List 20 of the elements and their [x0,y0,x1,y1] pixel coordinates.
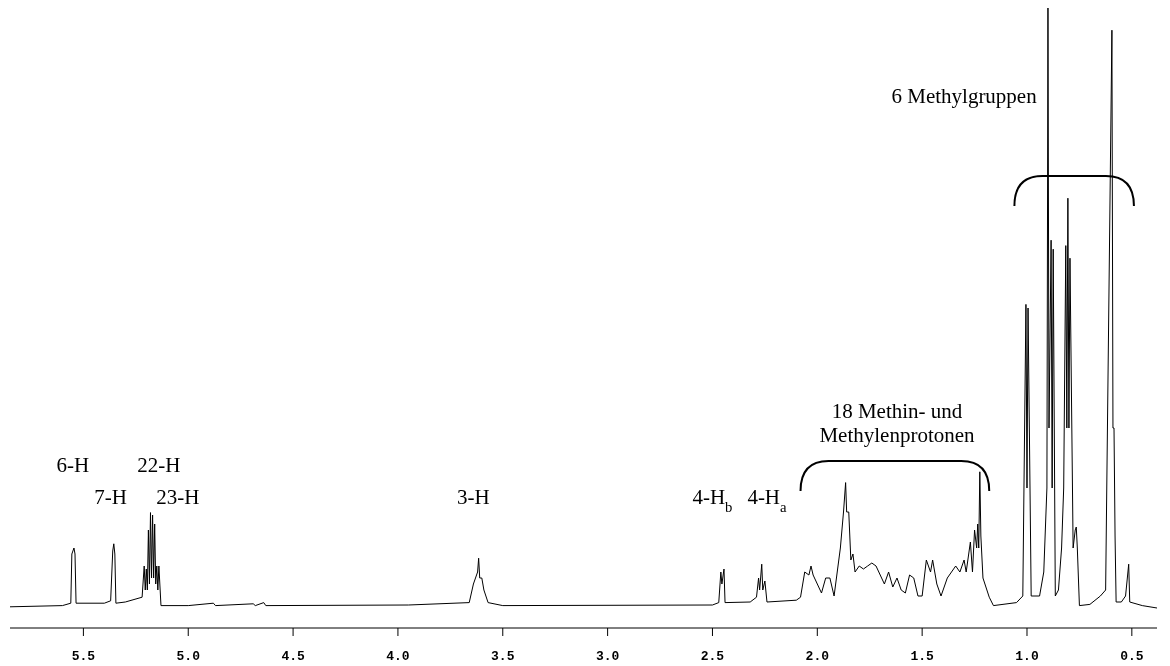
x-tick-label: 1.5 [910,649,935,664]
annotation: 4-H$_{b}$ [692,484,733,515]
annotation: 23-H [156,484,200,509]
x-tick-label: 5.0 [176,649,201,664]
x-tick-label: 2.5 [700,649,725,664]
x-tick-label: 4.5 [281,649,305,664]
annotation: 4-H$_{a}$ [747,484,788,515]
annotation: 22-H [137,452,181,477]
x-tick-label: 3.5 [491,649,515,664]
x-tick-label: 0.5 [1120,649,1144,664]
x-tick-label: 3.0 [595,649,620,664]
x-tick-label: 2.0 [805,649,830,664]
x-tick-label: 4.0 [386,649,410,664]
annotation: 18 Methin- und Methylenprotonen [819,398,976,447]
x-tick-label: 1.0 [1015,649,1039,664]
x-tick-label: 5.5 [71,649,96,664]
annotation: 6 Methylgruppen [891,84,1038,109]
annotation: 6-H [56,452,90,477]
annotation: 7-H [94,484,127,509]
annotation: 3-H [457,484,490,509]
